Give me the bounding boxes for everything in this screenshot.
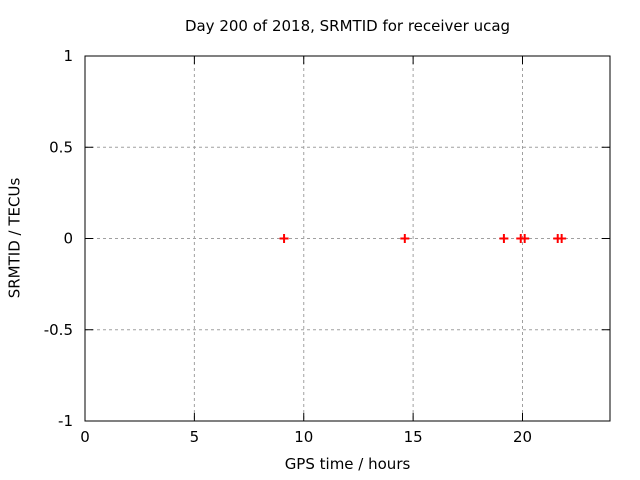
y-tick-label: 0: [63, 230, 73, 248]
chart-title: Day 200 of 2018, SRMTID for receiver uca…: [184, 17, 511, 35]
x-axis-label: GPS time / hours: [284, 455, 411, 473]
y-tick-label: 1: [63, 47, 73, 65]
data-point: [520, 234, 530, 243]
data-point: [499, 234, 509, 243]
data-point: [557, 234, 567, 243]
x-tick-label: 15: [404, 428, 423, 446]
x-tick-label: 0: [80, 428, 90, 446]
y-tick-label: -0.5: [44, 321, 73, 339]
x-tick-label: 5: [190, 428, 200, 446]
data-point: [400, 234, 410, 243]
y-tick-label: -1: [58, 412, 73, 430]
x-tick-label: 20: [513, 428, 532, 446]
y-tick-label: 0.5: [49, 138, 73, 156]
data-point: [279, 234, 289, 243]
x-tick-label: 10: [294, 428, 313, 446]
